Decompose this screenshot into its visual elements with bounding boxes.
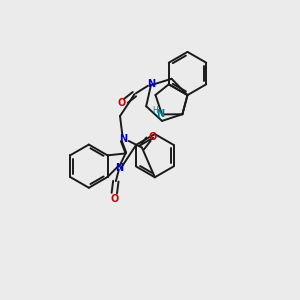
Text: O: O bbox=[118, 98, 126, 108]
Text: N: N bbox=[119, 134, 128, 144]
Text: O: O bbox=[110, 194, 118, 204]
Text: N: N bbox=[115, 163, 123, 173]
Text: O: O bbox=[148, 132, 156, 142]
Text: H: H bbox=[152, 106, 158, 115]
Text: N: N bbox=[148, 79, 156, 89]
Text: N: N bbox=[156, 109, 164, 118]
